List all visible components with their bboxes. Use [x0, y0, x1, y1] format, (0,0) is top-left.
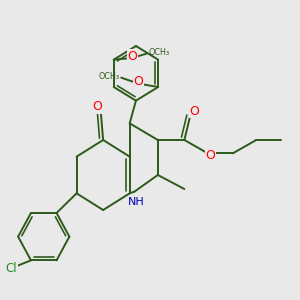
Text: O: O: [206, 149, 215, 163]
Text: O: O: [189, 105, 199, 118]
Text: Cl: Cl: [5, 262, 17, 275]
Text: O: O: [133, 76, 143, 88]
Text: OCH₃: OCH₃: [148, 48, 169, 57]
Text: O: O: [93, 100, 102, 113]
Text: NH: NH: [128, 197, 144, 207]
Text: O: O: [128, 50, 137, 63]
Text: OCH₃: OCH₃: [99, 73, 120, 82]
